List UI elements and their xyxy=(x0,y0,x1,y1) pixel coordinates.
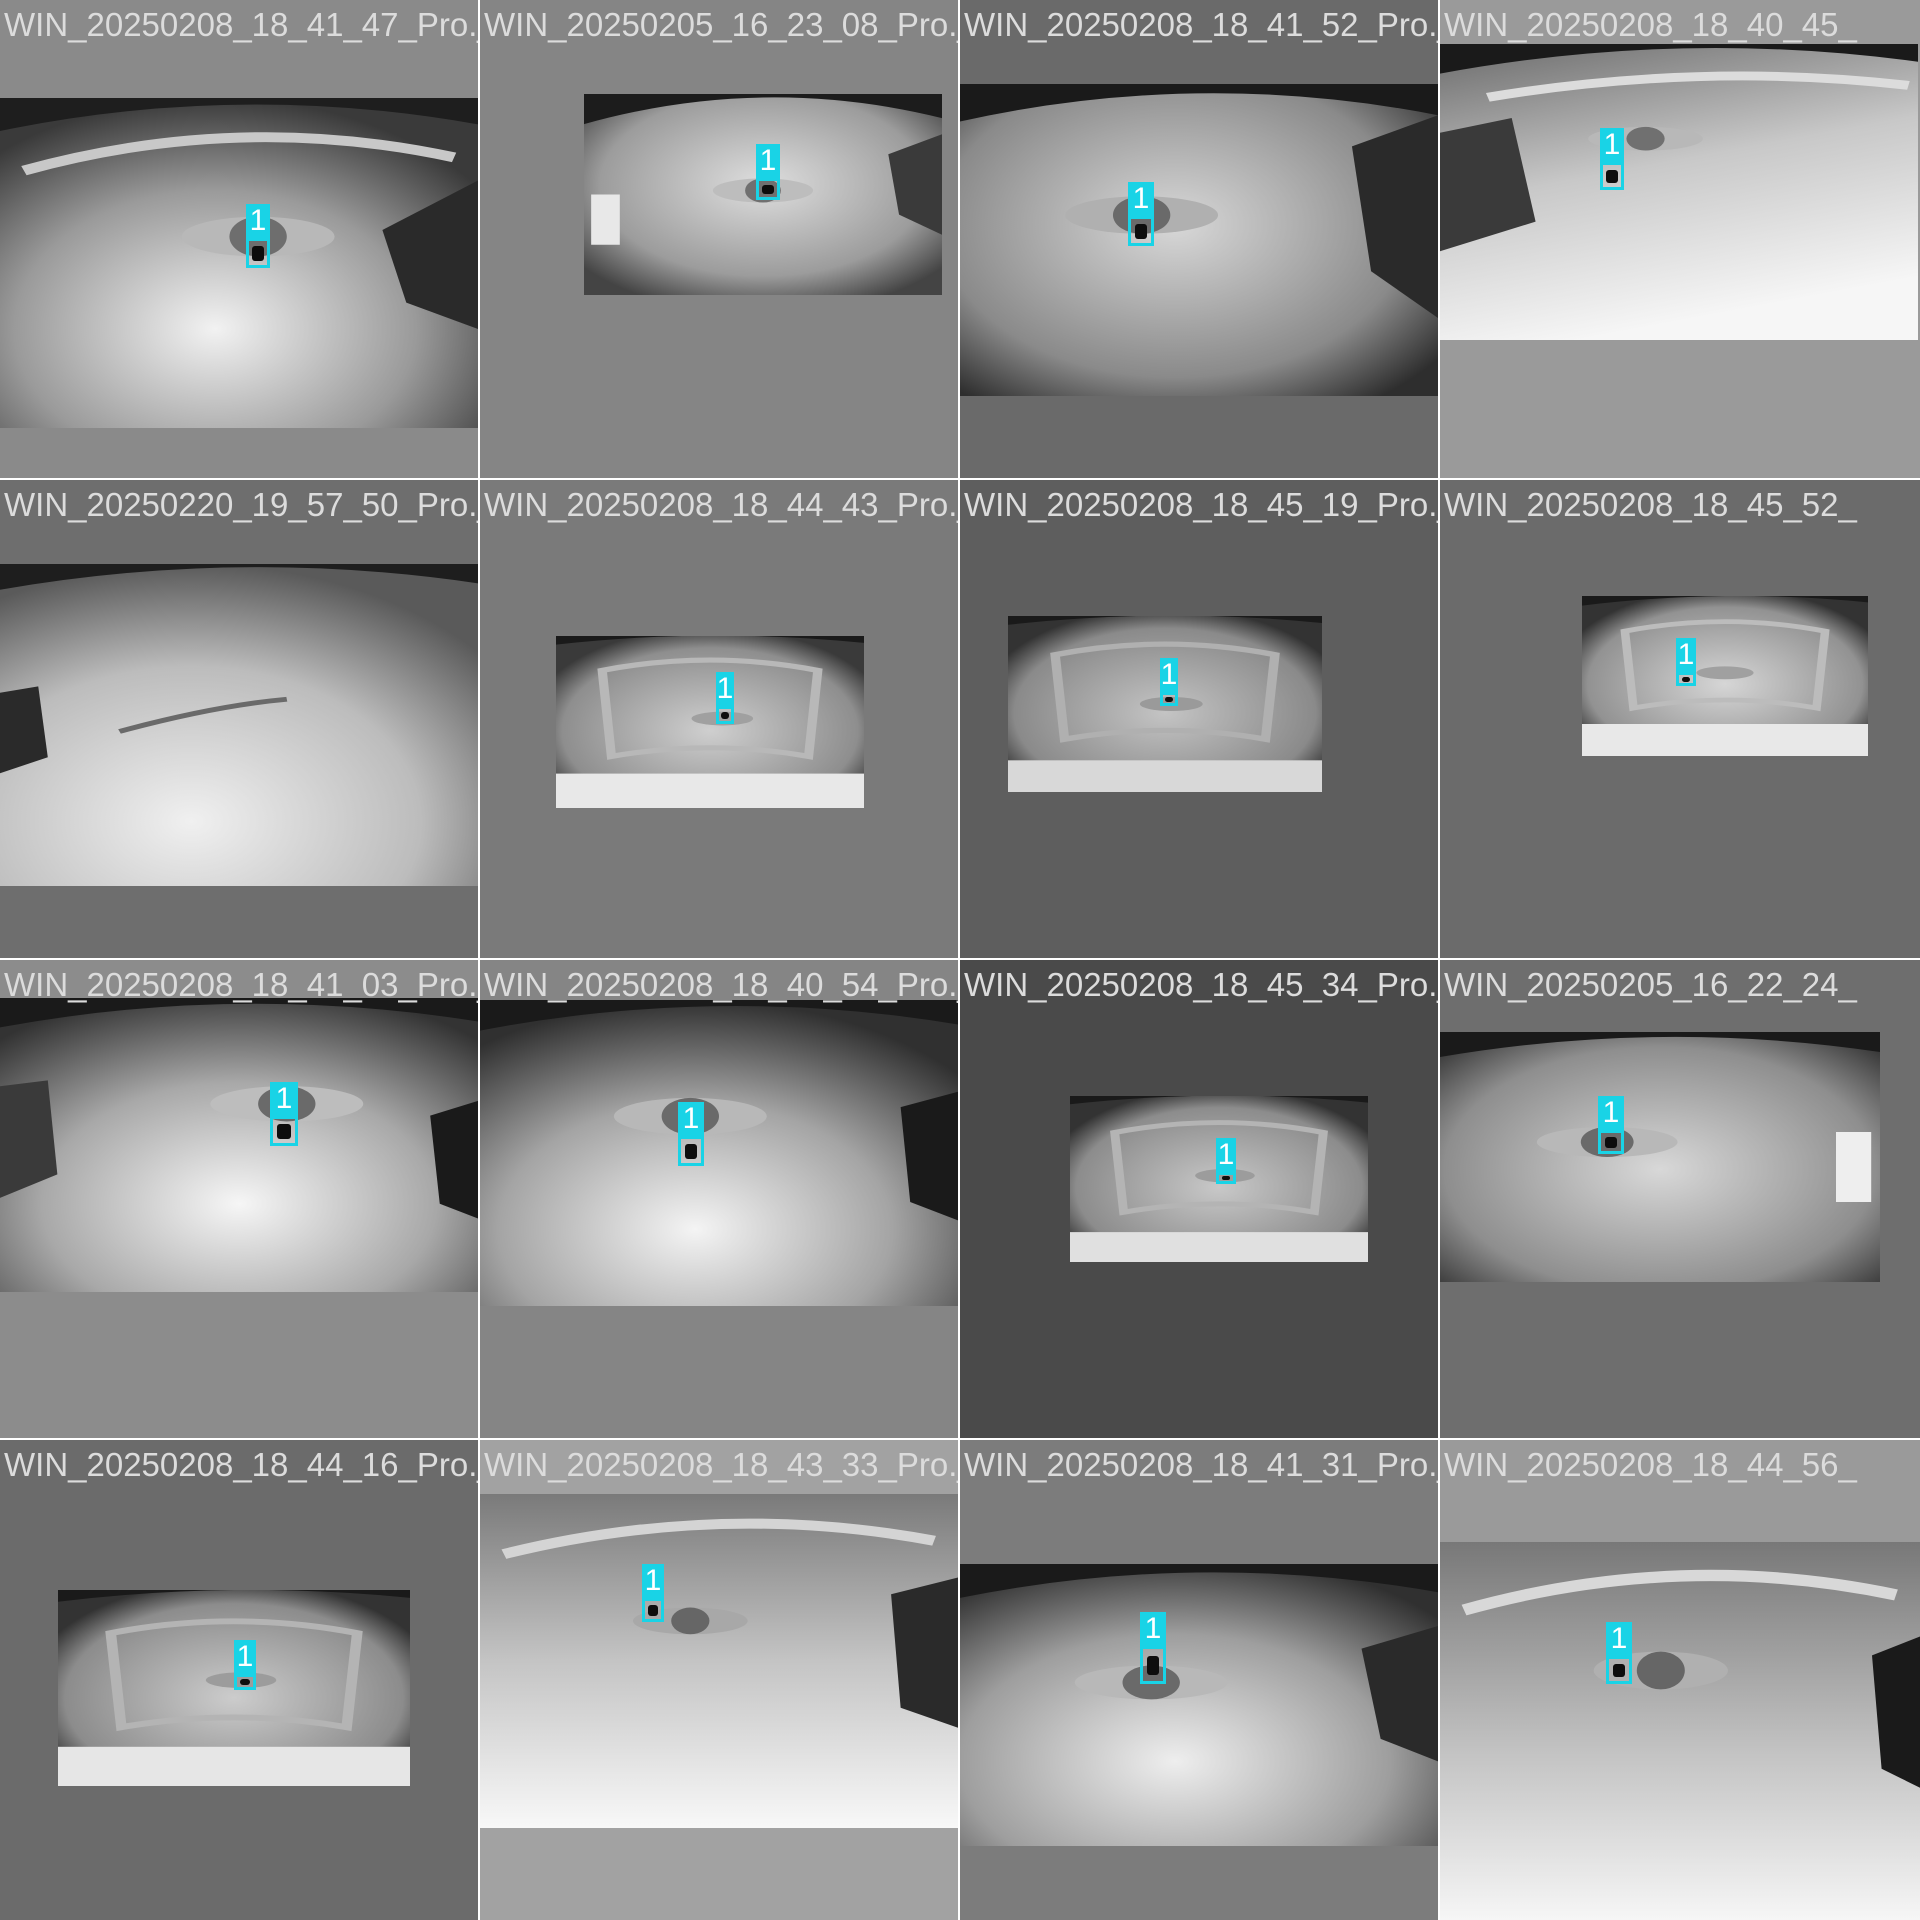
image-filename: WIN_20250205_16_23_08_Pro.jpg xyxy=(484,6,960,43)
class-label: 1 xyxy=(1160,658,1178,692)
eye-photo xyxy=(1440,1542,1920,1920)
class-label: 1 xyxy=(246,204,270,238)
class-label: 1 xyxy=(716,672,734,706)
image-filename: WIN_20250208_18_45_19_Pro.jpg xyxy=(964,486,1440,523)
detection-box: 1 xyxy=(1606,1622,1632,1684)
bounding-box-outline xyxy=(642,1598,664,1622)
mosaic-tile: WIN_20250208_18_45_34_Pro.jpg 1 xyxy=(960,960,1440,1440)
detection-box: 1 xyxy=(756,144,780,200)
class-label: 1 xyxy=(678,1102,704,1136)
image-filename: WIN_20250208_18_44_43_Pro.jpg xyxy=(484,486,960,523)
bounding-box-outline xyxy=(1598,1130,1624,1154)
class-label: 1 xyxy=(1140,1612,1166,1646)
class-label: 1 xyxy=(1216,1138,1236,1172)
eye-photo xyxy=(556,636,864,808)
class-label: 1 xyxy=(642,1564,664,1598)
eye-photo xyxy=(960,84,1438,396)
image-filename: WIN_20250208_18_44_16_Pro.jpg xyxy=(4,1446,480,1483)
detection-box: 1 xyxy=(234,1640,256,1690)
bounding-box-outline xyxy=(234,1674,256,1690)
mosaic-tile: WIN_20250208_18_40_54_Pro.jpg 1 xyxy=(480,960,960,1440)
detection-box: 1 xyxy=(1600,128,1624,190)
image-filename: WIN_20250208_18_40_54_Pro.jpg xyxy=(484,966,960,1003)
class-label: 1 xyxy=(1606,1622,1632,1656)
mosaic-tile: WIN_20250220_19_57_50_Pro.jpg xyxy=(0,480,480,960)
bounding-box-outline xyxy=(1216,1172,1236,1184)
bounding-box-outline xyxy=(1140,1646,1166,1684)
mosaic-tile: WIN_20250208_18_41_52_Pro.jpg 1 xyxy=(960,0,1440,480)
bounding-box-outline xyxy=(270,1116,298,1146)
mosaic-tile: WIN_20250205_16_22_24_ 1 xyxy=(1440,960,1920,1440)
detection-box: 1 xyxy=(716,672,734,724)
eye-photo xyxy=(480,1494,958,1828)
class-label: 1 xyxy=(756,144,780,178)
detection-box: 1 xyxy=(642,1564,664,1622)
class-label: 1 xyxy=(1600,128,1624,162)
detection-box: 1 xyxy=(1216,1138,1236,1184)
eye-photo xyxy=(1440,1032,1880,1282)
eye-photo xyxy=(0,998,478,1292)
eye-photo xyxy=(584,94,942,295)
detection-box: 1 xyxy=(1598,1096,1624,1154)
bounding-box-outline xyxy=(1128,216,1154,246)
mosaic-tile: WIN_20250205_16_23_08_Pro.jpg 1 xyxy=(480,0,960,480)
eye-photo xyxy=(1070,1096,1368,1262)
mosaic-tile: WIN_20250208_18_44_43_Pro.jpg 1 xyxy=(480,480,960,960)
image-filename: WIN_20250208_18_43_33_Pro.jpg xyxy=(484,1446,960,1483)
eye-photo xyxy=(960,1564,1438,1846)
eye-photo xyxy=(0,98,478,428)
detection-box: 1 xyxy=(270,1082,298,1146)
detection-box: 1 xyxy=(1160,658,1178,706)
detection-box: 1 xyxy=(1128,182,1154,246)
image-filename: WIN_20250208_18_45_34_Pro.jpg xyxy=(964,966,1440,1003)
eye-photo xyxy=(1582,596,1868,756)
detection-box: 1 xyxy=(1676,638,1696,686)
bounding-box-outline xyxy=(678,1136,704,1166)
image-filename: WIN_20250208_18_41_47_Pro.jpg xyxy=(4,6,480,43)
image-filename: WIN_20250208_18_41_03_Pro.jpg xyxy=(4,966,480,1003)
image-filename: WIN_20250220_19_57_50_Pro.jpg xyxy=(4,486,480,523)
eye-photo xyxy=(1008,616,1322,792)
mosaic-tile: WIN_20250208_18_41_31_Pro.jpg 1 xyxy=(960,1440,1440,1920)
mosaic-tile: WIN_20250208_18_45_19_Pro.jpg 1 xyxy=(960,480,1440,960)
class-label: 1 xyxy=(270,1082,298,1116)
image-filename: WIN_20250208_18_41_31_Pro.jpg xyxy=(964,1446,1440,1483)
bounding-box-outline xyxy=(716,706,734,724)
eye-photo xyxy=(0,564,478,886)
bounding-box-outline xyxy=(246,238,270,268)
class-label: 1 xyxy=(1128,182,1154,216)
mosaic-tile: WIN_20250208_18_41_47_Pro.jpg 1 xyxy=(0,0,480,480)
mosaic-tile: WIN_20250208_18_40_45_ 1 xyxy=(1440,0,1920,480)
class-label: 1 xyxy=(1676,638,1696,672)
detection-box: 1 xyxy=(678,1102,704,1166)
image-filename: WIN_20250205_16_22_24_ xyxy=(1444,966,1857,1003)
bounding-box-outline xyxy=(1676,672,1696,686)
bounding-box-outline xyxy=(1606,1656,1632,1684)
bounding-box-outline xyxy=(756,178,780,200)
mosaic-tile: WIN_20250208_18_44_16_Pro.jpg 1 xyxy=(0,1440,480,1920)
eye-photo xyxy=(480,1000,958,1306)
detection-box: 1 xyxy=(1140,1612,1166,1684)
image-filename: WIN_20250208_18_45_52_ xyxy=(1444,486,1857,523)
image-filename: WIN_20250208_18_41_52_Pro.jpg xyxy=(964,6,1440,43)
mosaic-tile: WIN_20250208_18_44_56_ 1 xyxy=(1440,1440,1920,1920)
class-label: 1 xyxy=(234,1640,256,1674)
eye-photo xyxy=(1440,44,1918,340)
mosaic-tile: WIN_20250208_18_45_52_ 1 xyxy=(1440,480,1920,960)
mosaic-tile: WIN_20250208_18_43_33_Pro.jpg 1 xyxy=(480,1440,960,1920)
class-label: 1 xyxy=(1598,1096,1624,1130)
bounding-box-outline xyxy=(1600,162,1624,190)
mosaic-tile: WIN_20250208_18_41_03_Pro.jpg 1 xyxy=(0,960,480,1440)
detection-box: 1 xyxy=(246,204,270,268)
image-filename: WIN_20250208_18_40_45_ xyxy=(1444,6,1857,43)
image-filename: WIN_20250208_18_44_56_ xyxy=(1444,1446,1857,1483)
bounding-box-outline xyxy=(1160,692,1178,706)
